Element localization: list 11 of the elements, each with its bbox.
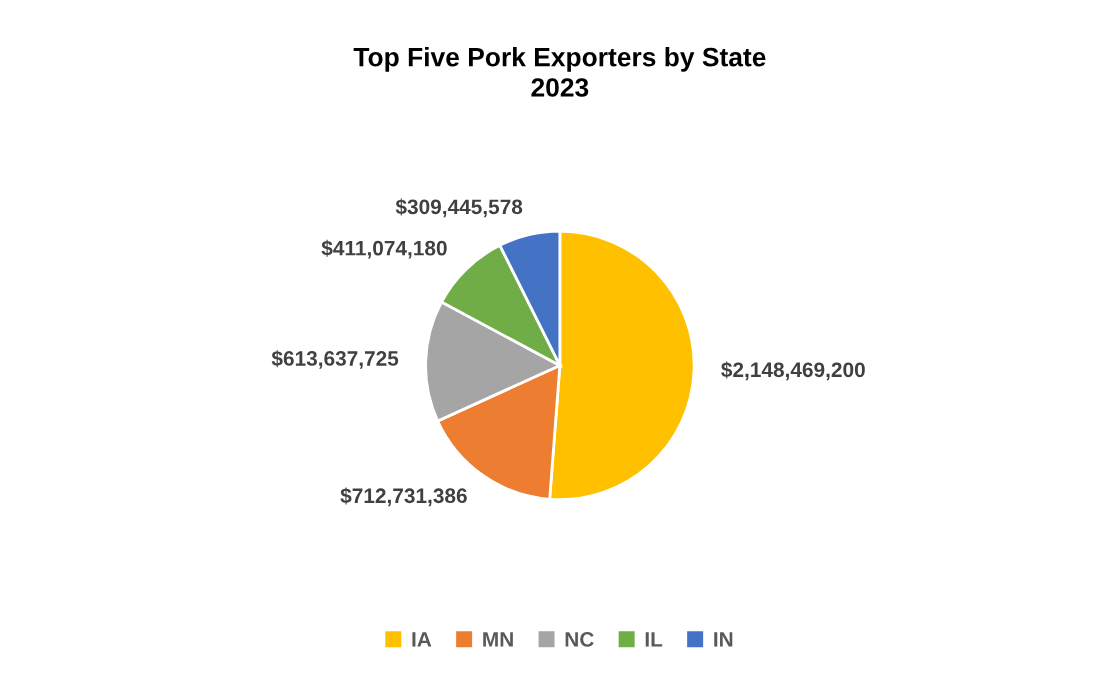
legend-label: IN [714, 632, 733, 647]
legend-label: NC [565, 632, 594, 647]
data-label: $309,445,578 [395, 198, 523, 218]
data-label: $613,637,725 [271, 350, 399, 369]
legend-label: MN [483, 632, 513, 647]
legend-label: IL [645, 632, 663, 647]
legend-label: IA [412, 632, 432, 647]
data-label: $712,731,386 [340, 487, 467, 507]
chart-title: Top Five Pork Exporters by State 2023 [353, 47, 766, 97]
data-label: $2,148,469,200 [721, 361, 865, 381]
data-label: $411,074,180 [321, 239, 447, 259]
